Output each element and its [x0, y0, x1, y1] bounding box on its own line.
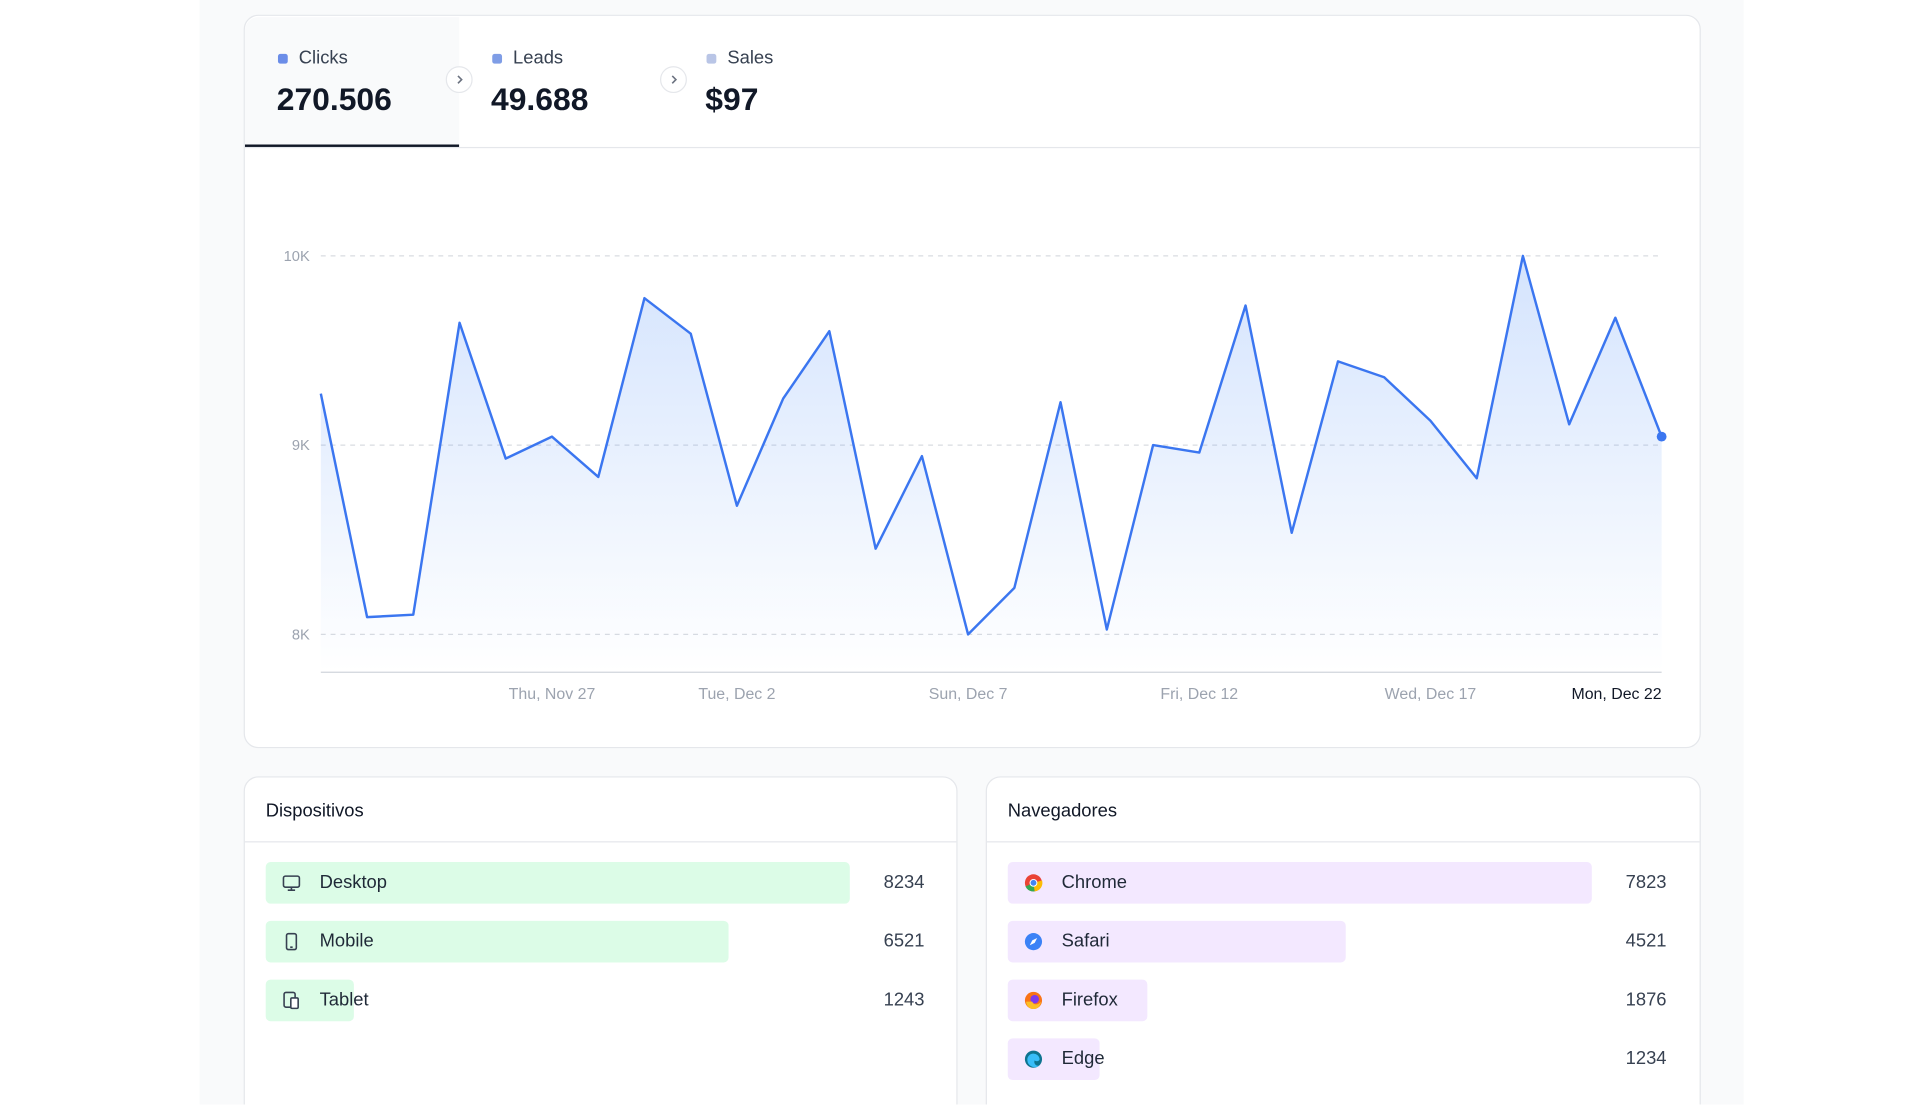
icon-graphic: [1024, 874, 1043, 892]
icon-graphic: [1024, 991, 1043, 1009]
tab-value: 49.688: [491, 80, 589, 118]
icon-graphic: [1024, 1050, 1043, 1068]
card-title: Dispositivos: [265, 800, 364, 822]
row-label: Edge: [1061, 1048, 1105, 1069]
tab[interactable]: Sales $97: [673, 17, 887, 147]
bar: [1007, 920, 1346, 963]
row-label: Firefox: [1061, 989, 1118, 1011]
icon-graphic: [282, 875, 301, 891]
divider: [244, 841, 957, 843]
tab-label: Sales: [727, 47, 774, 69]
icon: [1024, 873, 1044, 893]
icon-graphic: [1024, 933, 1043, 951]
bar: [265, 920, 729, 963]
x-tick-label: Tue, Dec 2: [698, 686, 775, 703]
row-value: 7823: [1625, 871, 1667, 893]
line: [319, 254, 1663, 636]
tab-value: $97: [705, 80, 759, 118]
tab-label: Clicks: [298, 47, 348, 69]
row-label: Desktop: [319, 871, 387, 893]
y-tick-label: 10K: [284, 249, 310, 265]
bar: [1007, 1038, 1100, 1080]
area: [320, 255, 1662, 673]
tab-label: Leads: [513, 47, 564, 69]
icon: [1024, 991, 1044, 1011]
list-row: Edge 1234: [1007, 1038, 1669, 1080]
x-tick-label: Fri, Dec 12: [1160, 686, 1238, 703]
tab-dot: [277, 53, 288, 64]
row-value: 1876: [1625, 989, 1667, 1011]
list-row: Chrome 7823: [1007, 862, 1669, 904]
tab-arrow: [445, 66, 473, 94]
y-tick-label: 9K: [292, 438, 310, 454]
list-row: Tablet 1243: [265, 979, 927, 1022]
row-value: 8234: [883, 871, 925, 893]
devices-card: Dispositivos Desktop 8234 Mobile 6521 Tablet…: [243, 776, 958, 1105]
chevron: [671, 75, 678, 84]
tab-arrow: [660, 66, 687, 94]
bar: [265, 979, 354, 1022]
icon: [282, 932, 302, 952]
icon: [282, 873, 302, 893]
tab-dot: [706, 53, 717, 64]
icon-graphic: [285, 932, 298, 951]
list-row: Mobile 6521: [265, 920, 927, 963]
divider: [244, 146, 1700, 149]
row-label: Chrome: [1061, 871, 1127, 893]
end-dot: [1656, 431, 1667, 442]
row-value: 6521: [883, 930, 925, 952]
divider: [986, 841, 1700, 843]
browsers-card: Navegadores Chrome 7823 Safari 4521 Firefox 1…: [985, 776, 1701, 1105]
list-row: Firefox 1876: [1007, 979, 1669, 1022]
row-value: 1243: [883, 989, 925, 1011]
row-label: Tablet: [319, 989, 369, 1011]
row-value: 4521: [1625, 930, 1667, 952]
x-tick-label: Wed, Dec 17: [1385, 686, 1477, 703]
x-tick-label: Mon, Dec 22: [1571, 686, 1661, 703]
tab-dot: [492, 53, 503, 64]
chart: 8K 9K 10K Thu, Nov 27 Tue, Dec 2 Sun, Dec 7 Fr…: [284, 249, 1667, 703]
y-tick-label: 8K: [292, 627, 310, 643]
list-row: Safari 4521: [1007, 920, 1669, 963]
icon-graphic: [283, 991, 299, 1010]
list-row: Desktop 8234: [265, 862, 927, 904]
icon: [282, 991, 302, 1011]
tab[interactable]: Clicks 270.506: [244, 17, 460, 147]
chevron: [457, 75, 463, 84]
card-title: Navegadores: [1007, 800, 1118, 822]
tab[interactable]: Leads 49.688: [459, 17, 673, 147]
row-label: Mobile: [319, 930, 374, 952]
x-tick-label: Sun, Dec 7: [929, 686, 1008, 703]
row-value: 1234: [1625, 1048, 1667, 1069]
bar: [265, 862, 850, 904]
tab-value: 270.506: [276, 80, 392, 118]
row-label: Safari: [1061, 930, 1110, 952]
x-tick-label: Thu, Nov 27: [509, 686, 596, 703]
icon: [1024, 1049, 1044, 1069]
icon: [1024, 932, 1044, 952]
bar: [1007, 862, 1592, 904]
